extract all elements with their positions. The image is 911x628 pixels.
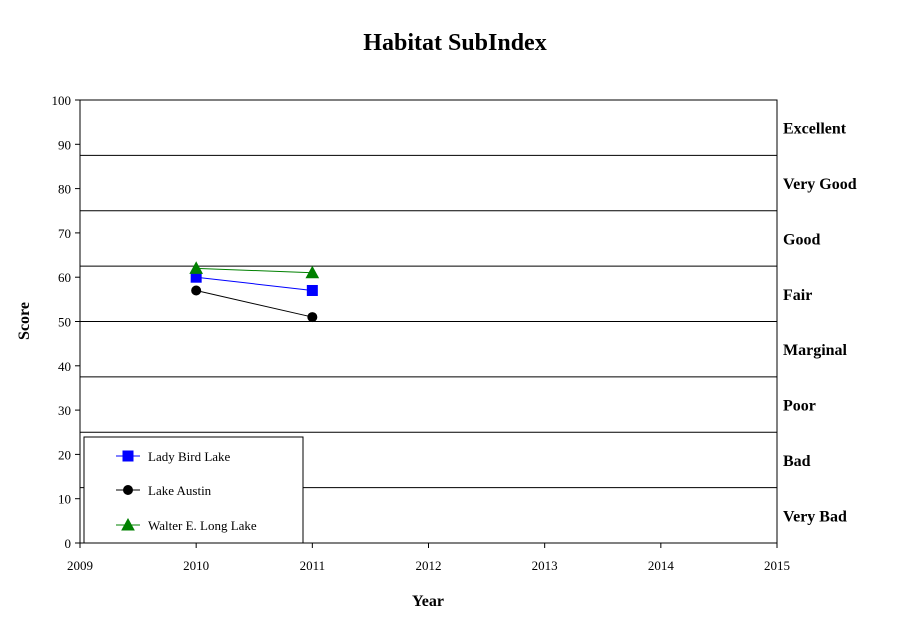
x-tick-label: 2014: [648, 558, 675, 573]
series-line: [196, 267, 313, 274]
x-tick-label: 2009: [67, 558, 93, 573]
band-label: Fair: [783, 287, 812, 304]
y-tick-label: 90: [58, 137, 71, 152]
data-point: [191, 285, 202, 296]
y-tick-label: 30: [58, 403, 71, 418]
y-tick-label: 60: [58, 270, 71, 285]
x-tick-label: 2013: [532, 558, 558, 573]
series-line: [196, 276, 313, 291]
y-tick-label: 50: [58, 315, 71, 330]
data-point: [189, 261, 204, 274]
legend-entry: Lady Bird Lake: [148, 449, 231, 464]
y-tick-label: 40: [58, 359, 71, 374]
chart-title: Habitat SubIndex: [363, 30, 546, 56]
x-tick-label: 2015: [764, 558, 790, 573]
x-tick-label: 2012: [416, 558, 442, 573]
legend-marker: [121, 517, 135, 531]
legend-entry: Lake Austin: [148, 483, 212, 498]
y-tick-label: 100: [52, 93, 72, 108]
data-point: [307, 312, 318, 323]
band-label: Very Good: [783, 176, 857, 193]
data-point: [306, 284, 318, 296]
y-tick-label: 80: [58, 182, 71, 197]
y-tick-label: 0: [65, 536, 72, 551]
x-axis-title: Year: [412, 593, 444, 610]
x-tick-label: 2011: [300, 558, 326, 573]
series-line: [196, 290, 313, 318]
y-tick-label: 20: [58, 447, 71, 462]
data-point: [305, 265, 320, 279]
legend-marker: [123, 485, 133, 495]
band-label: Marginal: [783, 342, 848, 359]
band-label: Bad: [783, 453, 811, 470]
band-label: Poor: [783, 398, 816, 415]
band-label: Good: [783, 231, 820, 248]
x-tick-label: 2010: [183, 558, 209, 573]
band-label: Very Bad: [783, 508, 847, 525]
y-axis-title: Score: [16, 302, 33, 340]
y-tick-label: 70: [58, 226, 71, 241]
legend-marker: [122, 450, 134, 462]
y-tick-label: 10: [58, 492, 71, 507]
legend-entry: Walter E. Long Lake: [148, 518, 257, 533]
legend: Lady Bird Lake Lake Austin Walter E. Long …: [83, 436, 304, 544]
band-label: Excellent: [783, 121, 847, 138]
